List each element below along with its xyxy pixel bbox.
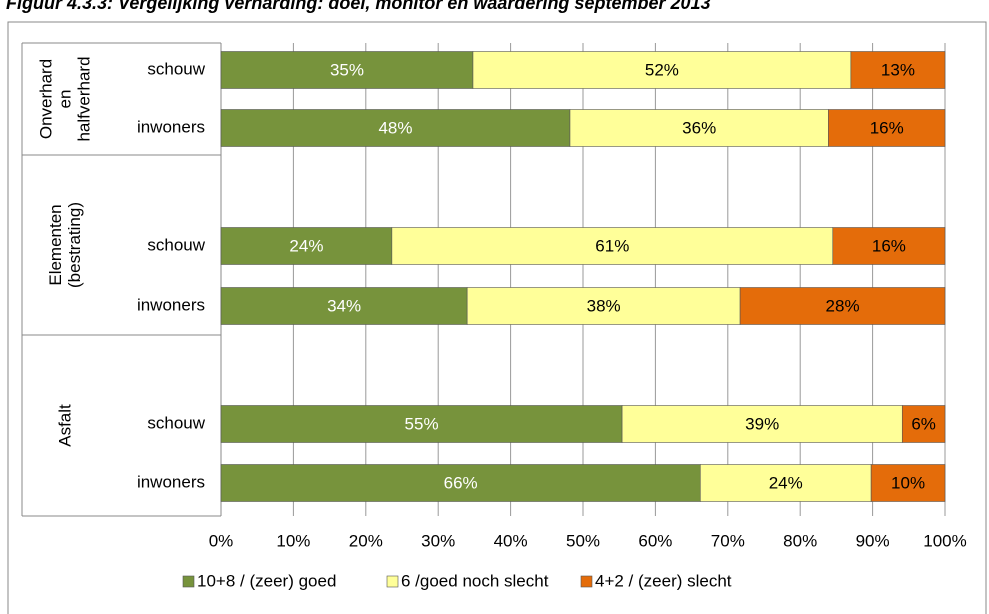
bar-segment (391, 227, 834, 265)
y-tick-label: schouw (147, 59, 205, 78)
y-tick-label: inwoners (137, 117, 205, 136)
x-tick-label: 70% (711, 531, 745, 550)
x-tick-label: 10% (276, 531, 310, 550)
bar-segment (870, 464, 946, 502)
data-label: 39% (745, 414, 779, 433)
bar-segment (699, 464, 872, 502)
data-label: 10% (891, 473, 925, 492)
data-label: 61% (595, 236, 629, 255)
bar-segment (901, 405, 946, 443)
x-tick-label: 40% (494, 531, 528, 550)
y-tick-label: schouw (147, 235, 205, 254)
data-label: 24% (289, 236, 323, 255)
data-label: 13% (881, 60, 915, 79)
bar-segment (220, 464, 701, 502)
chart-title: Figuur 4.3.3: Vergelijking verharding: d… (6, 0, 711, 13)
x-tick-label: 50% (566, 531, 600, 550)
data-label: 35% (330, 60, 364, 79)
y-tick-label: schouw (147, 413, 205, 432)
data-label: 16% (872, 236, 906, 255)
legend-swatch (386, 575, 399, 588)
x-tick-label: 20% (349, 531, 383, 550)
x-tick-label: 0% (209, 531, 234, 550)
group-label: Elementen (46, 204, 65, 285)
legend-swatch (182, 575, 195, 588)
x-tick-label: 80% (783, 531, 817, 550)
bar-segment (828, 109, 946, 147)
x-tick-label: 60% (638, 531, 672, 550)
bar-segment (850, 51, 946, 89)
data-label: 38% (587, 296, 621, 315)
bar-segment (621, 405, 903, 443)
group-label: (bestrating) (65, 202, 84, 288)
x-tick-label: 30% (421, 531, 455, 550)
data-label: 28% (826, 296, 860, 315)
bar-segment (569, 109, 829, 147)
y-tick-label: inwoners (137, 295, 205, 314)
bar-segment (466, 287, 741, 325)
legend-label: 4+2 / (zeer) slecht (595, 571, 732, 590)
data-label: 48% (378, 118, 412, 137)
group-label: en (55, 90, 74, 109)
data-label: 16% (870, 118, 904, 137)
group-label: Onverhard (36, 59, 55, 139)
group-label: Asfalt (55, 404, 74, 447)
x-tick-label: 90% (856, 531, 890, 550)
data-label: 34% (327, 296, 361, 315)
data-label: 66% (444, 473, 478, 492)
bar-segment (832, 227, 946, 265)
legend-label: 10+8 / (zeer) goed (197, 571, 336, 590)
x-tick-label: 100% (923, 531, 966, 550)
legend-swatch (580, 575, 593, 588)
bar-segment (220, 405, 623, 443)
data-label: 55% (405, 414, 439, 433)
data-label: 36% (682, 118, 716, 137)
y-tick-label: inwoners (137, 472, 205, 491)
bar-segment (220, 287, 468, 325)
data-label: 6% (911, 414, 936, 433)
bar-segment (739, 287, 946, 325)
bar-segment (220, 109, 571, 147)
legend-label: 6 /goed noch slecht (401, 571, 549, 590)
group-label: halfverhard (74, 56, 93, 141)
data-label: 52% (645, 60, 679, 79)
data-label: 24% (769, 473, 803, 492)
